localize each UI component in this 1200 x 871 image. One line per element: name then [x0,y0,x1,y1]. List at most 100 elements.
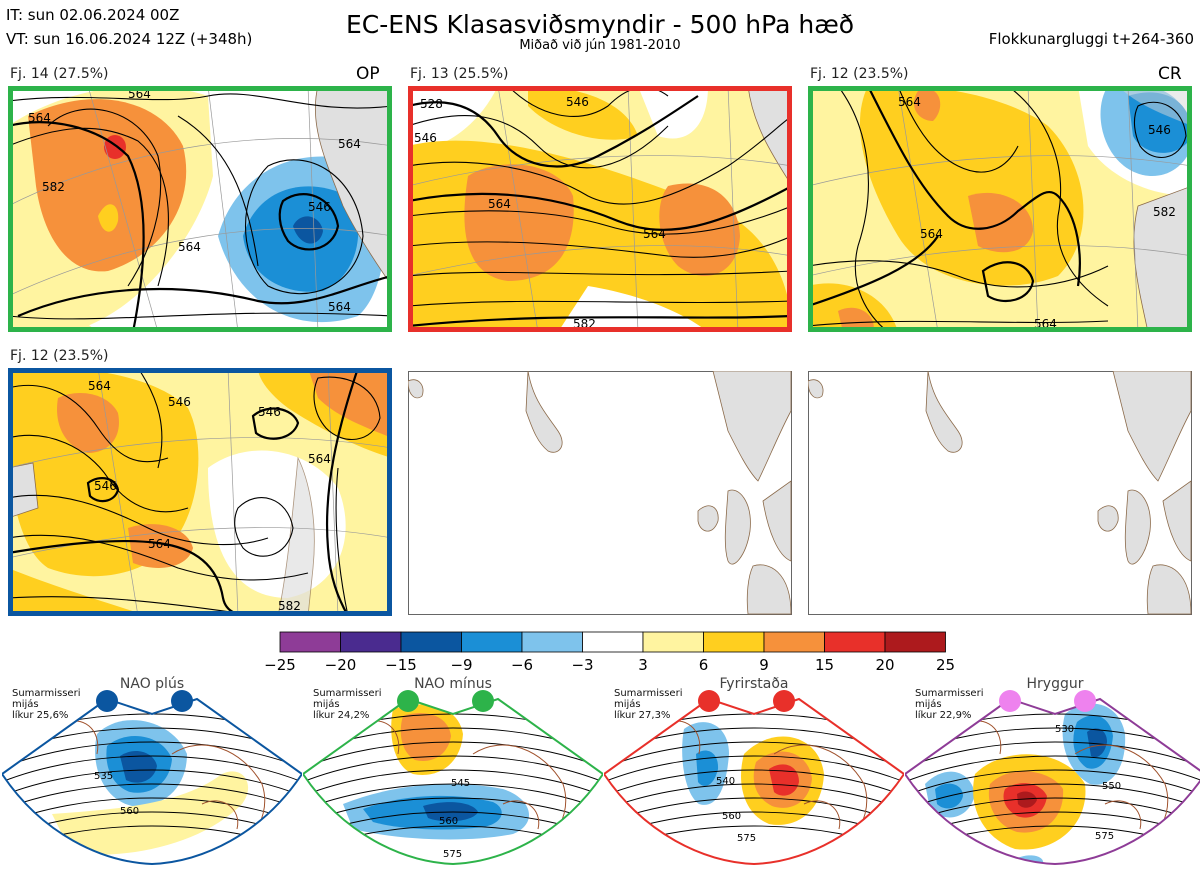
panel-border [8,368,392,616]
regime-marker-dot [96,690,118,712]
colorbar-swatch [703,631,765,653]
colorbar-swatch [461,631,523,653]
panel-4-label: Fj. 12 (23.5%) [10,348,109,364]
regime-avg: mijás [313,699,340,710]
regime-season: Sumarmisseri [614,688,683,699]
contour-label: 546 [94,479,117,493]
regime-marker-dot [472,690,494,712]
regime-avg: mijás [915,699,942,710]
regime-marker-dot [1074,690,1096,712]
cluster-map-4: 564 546 546 546 564 564 582 [8,368,392,616]
regime-info: Sumarmisseri mijás líkur 22,9% [915,688,983,721]
page-subtitle: Miðað við jún 1981-2010 [519,38,681,53]
regime-info: Sumarmisseri mijás líkur 24,2% [313,688,381,721]
colorbar-swatch [824,631,886,653]
panel-border [408,86,792,332]
colorbar-tick-label: −20 [325,656,357,674]
colorbar-tick-label: −25 [264,656,296,674]
contour-label: 582 [42,180,65,194]
regime-4-map: 530 550 575 [905,697,1200,866]
init-time: IT: sun 02.06.2024 00Z [6,6,180,24]
contour-label: 564 [643,227,666,241]
regime-prob: líkur 22,9% [915,710,972,721]
contour-label: 546 [566,95,589,109]
regime-marker-dot [773,690,795,712]
colorbar-swatch [340,631,402,653]
regime-contour-label: 550 [1102,781,1121,792]
regime-contour-label: 560 [120,806,139,817]
regime-contour-label: 540 [716,776,735,787]
contour-label: 546 [308,200,331,214]
regime-prob: líkur 25,6% [12,710,69,721]
regime-3-map: 540 560 575 [604,697,904,866]
colorbar-tick-label: −15 [385,656,417,674]
regime-contour-label: 535 [94,771,113,782]
contour-label: 582 [278,599,301,613]
regime-info: Sumarmisseri mijás líkur 27,3% [614,688,682,721]
contour-label: 546 [258,405,281,419]
regime-1-map: 535 560 [2,697,302,866]
colorbar-swatch [521,631,583,653]
colorbar-swatch [582,631,644,653]
regime-prob: líkur 27,3% [614,710,671,721]
regime-season: Sumarmisseri [313,688,382,699]
colorbar-tick-label: 15 [815,656,834,674]
contour-label: 546 [1148,123,1171,137]
contour-label: 564 [328,300,351,314]
contour-label: 528 [420,97,443,111]
valid-time: VT: sun 16.06.2024 12Z (+348h) [6,30,253,48]
contour-label: 582 [1153,205,1176,219]
regime-info: Sumarmisseri mijás líkur 25,6% [12,688,80,721]
panel-border [808,86,1192,332]
colorbar-tick-label: 20 [875,656,894,674]
regime-contour-label: 545 [451,778,470,789]
colorbar-tick-label: −6 [511,656,533,674]
contour-label: 564 [898,95,921,109]
colorbar-swatch [642,631,704,653]
colorbar-swatch [763,631,825,653]
panel-3-label: Fj. 12 (23.5%) [810,66,909,82]
regime-avg: mijás [12,699,39,710]
regime-contour-label: 530 [1055,724,1074,735]
contour-label: 564 [488,197,511,211]
cluster-map-3: 564 564 546 564 582 [808,86,1192,332]
contour-label: 564 [338,137,361,151]
contour-label: 546 [168,395,191,409]
contour-label: 546 [414,131,437,145]
regime-marker-dot [698,690,720,712]
panel-2-label: Fj. 13 (25.5%) [410,66,509,82]
regime-2-map: 545 560 575 [303,697,603,866]
regime-contour-label: 575 [737,833,756,844]
page-title: EC-ENS Klasasviðsmyndir - 500 hPa hæð [345,10,855,39]
regime-title: NAO mínus [414,676,492,692]
colorbar-tick-label: 6 [699,656,709,674]
contour-label: 564 [920,227,943,241]
regime-contour-label: 575 [1095,831,1114,842]
contour-label: 564 [308,452,331,466]
regime-title: Fyrirstaða [719,676,789,692]
regime-title: NAO plús [119,676,185,692]
regime-marker-dot [397,690,419,712]
colorbar-swatch [400,631,462,653]
regime-avg: mijás [614,699,641,710]
contour-label: 564 [148,537,171,551]
cluster-map-2: 528 546 546 564 564 582 [408,86,792,332]
classification-window: Flokkunargluggi t+264-360 [988,30,1194,48]
colorbar-tick-label: −3 [571,656,593,674]
regime-contour-label: 560 [439,816,458,827]
regime-contour-label: 575 [443,849,462,860]
regime-marker-dot [171,690,193,712]
panel-1-tag: OP [356,64,380,84]
colorbar-tick-label: 9 [759,656,769,674]
regime-contour-label: 560 [722,811,741,822]
colorbar: −25 −20 −15 −9 −6 −3 3 6 9 15 20 25 [264,631,955,674]
colorbar-swatch [279,631,341,653]
regime-prob: líkur 24,2% [313,710,370,721]
colorbar-tick-label: −9 [450,656,472,674]
empty-map-6 [808,371,1192,615]
colorbar-tick-label: 25 [936,656,955,674]
panel-1-label: Fj. 14 (27.5%) [10,66,109,82]
empty-map-5 [408,371,792,615]
regime-season: Sumarmisseri [12,688,81,699]
panel-3-tag: CR [1158,64,1182,84]
